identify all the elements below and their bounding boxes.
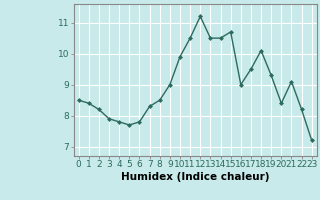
X-axis label: Humidex (Indice chaleur): Humidex (Indice chaleur) (121, 172, 269, 182)
